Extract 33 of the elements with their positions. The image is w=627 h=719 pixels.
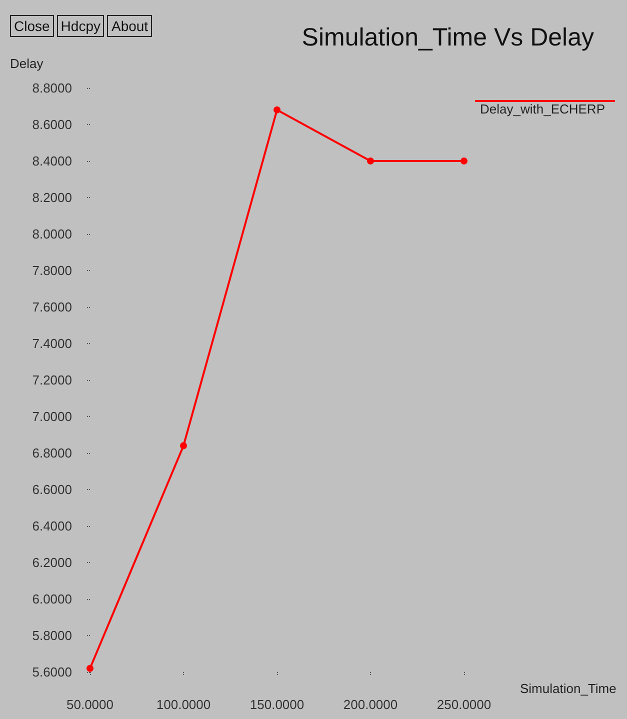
point	[367, 158, 374, 164]
x-tick-label: 150.0000	[250, 697, 304, 712]
x-axis-title: Simulation_Time	[520, 681, 616, 696]
y-tick-label: 6.8000	[32, 446, 72, 460]
y-tick-label: 7.4000	[32, 336, 72, 351]
y-tick-label: 6.0000	[32, 592, 72, 606]
point	[460, 158, 468, 164]
y-tick-label: 5.6000	[32, 664, 72, 680]
text: Delay_with_ECHERP	[480, 102, 605, 116]
y-tick-label: 8.4000	[32, 154, 72, 168]
y-tick-label: 7.0000	[32, 409, 72, 424]
button[interactable]: About	[107, 15, 152, 37]
x-tick-label: 200.0000	[343, 697, 398, 712]
y-tick-label: 6.2000	[32, 555, 72, 570]
button[interactable]: Hdcpy	[56, 15, 104, 37]
button[interactable]: Close	[10, 15, 54, 37]
y-tick-label: 5.8000	[32, 628, 72, 643]
y-tick-label: 7.8000	[32, 263, 72, 278]
point	[180, 442, 187, 450]
y-tick-label: 8.6000	[32, 117, 72, 132]
y-tick-label: 8.8000	[32, 80, 72, 96]
y-tick-label: 6.4000	[32, 518, 72, 534]
y-tick-label: 6.6000	[32, 482, 72, 497]
y-tick-label: 8.2000	[32, 190, 72, 205]
y-tick-label: 7.6000	[32, 300, 72, 314]
x-tick-label: 250.0000	[436, 697, 492, 712]
x-tick-label: 100.0000	[156, 697, 211, 712]
x-tick-label: 50.0000	[66, 697, 114, 712]
y-tick-label: 7.2000	[32, 372, 72, 388]
point	[274, 106, 280, 114]
chart-title: Simulation_Time Vs Delay	[302, 24, 594, 52]
y-axis-title: Delay	[10, 56, 44, 71]
y-tick-label: 8.0000	[32, 226, 72, 242]
